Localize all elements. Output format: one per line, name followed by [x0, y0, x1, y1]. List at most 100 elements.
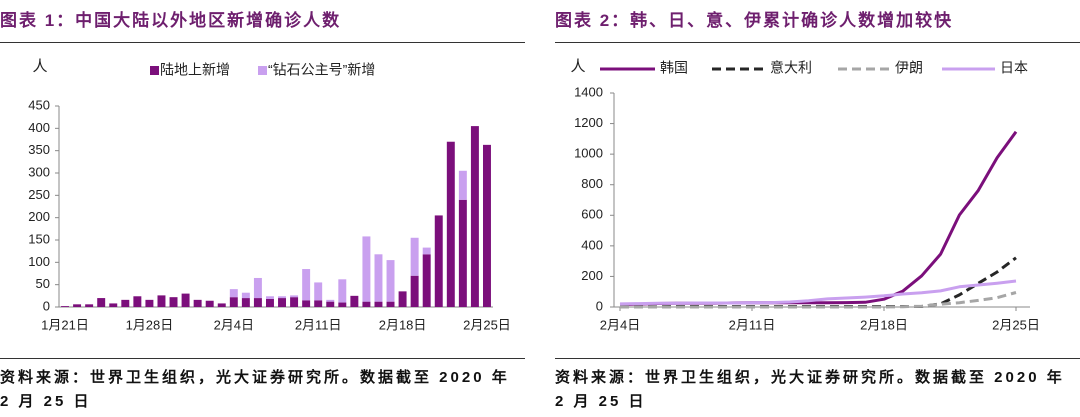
bar	[217, 303, 226, 307]
y-tick-label: 250	[28, 187, 50, 202]
bar	[482, 144, 491, 307]
x-tick-label: 1月21日	[41, 317, 89, 332]
bar	[241, 292, 250, 299]
bar	[386, 301, 395, 307]
legend-label: “钻石公主号”新增	[268, 62, 375, 78]
y-tick-label: 1400	[574, 84, 603, 99]
y-tick-label: 1000	[574, 146, 603, 161]
y-tick-label: 1200	[574, 115, 603, 130]
legend-label: 意大利	[770, 60, 812, 76]
bar	[338, 302, 347, 307]
y-tick-label: 0	[596, 298, 603, 313]
x-tick-label: 1月28日	[126, 317, 174, 332]
y-tick-label: 300	[28, 164, 50, 179]
chart-title: 图表 1：中国大陆以外地区新增确诊人数	[0, 11, 342, 30]
y-tick-label: 200	[581, 268, 603, 283]
line	[619, 279, 1017, 306]
chart: 人 0 50 100 150 200 250 300 350 400 450 1月21日 1月28日 2月…	[28, 58, 511, 332]
legend-label: 伊朗	[895, 60, 923, 76]
line	[619, 130, 1018, 307]
bar	[422, 254, 431, 307]
bar	[253, 298, 262, 307]
bar	[157, 295, 166, 307]
bar	[121, 299, 130, 307]
bar	[181, 293, 190, 307]
x-tick-label: 2月18日	[379, 317, 427, 332]
y-axis-label: 人	[32, 58, 47, 75]
y-tick-label: 400	[28, 120, 50, 135]
legend-label: 陆地上新增	[160, 62, 230, 78]
legend-label: 日本	[1000, 60, 1028, 76]
y-tick-label: 100	[28, 254, 50, 269]
chart: 人 0 200 400 600 800 1000 1200 1400 2月4日 2月11日 2月18日…	[570, 58, 1040, 332]
bar	[133, 296, 142, 307]
y-tick-label: 600	[581, 207, 603, 222]
x-tick-label: 2月11日	[729, 317, 776, 332]
bar	[145, 299, 154, 307]
bar	[229, 297, 238, 307]
bar	[265, 298, 274, 307]
bar	[362, 301, 371, 307]
bar	[302, 269, 311, 301]
bar	[458, 170, 467, 200]
rule	[0, 358, 525, 359]
source: 资料来源：世界卫生组织，光大证券研究所。数据截至 2020 年 2 月 25 日	[0, 369, 510, 410]
y-tick-label: 50	[36, 276, 50, 291]
x-tick-label: 2月25日	[992, 317, 1040, 332]
bar	[85, 304, 94, 307]
bar	[386, 260, 395, 302]
bar	[374, 301, 383, 307]
bar	[290, 297, 299, 307]
bar	[314, 300, 323, 307]
rule	[555, 358, 1080, 359]
legend-swatch	[150, 66, 159, 75]
bar	[314, 282, 323, 301]
bar	[338, 279, 347, 303]
panel: 图表 2：韩、日、意、伊累计确诊人数增加较快 人 0 200 400 600 800 100…	[555, 0, 1080, 417]
bar	[61, 306, 70, 307]
y-tick-label: 150	[28, 231, 50, 246]
bar	[302, 300, 311, 307]
bar	[446, 141, 455, 307]
panel: 图表 1：中国大陆以外地区新增确诊人数 人 0 50 100 150 200 250 300 3…	[0, 0, 525, 417]
x-tick-label: 2月4日	[214, 317, 254, 332]
bar	[398, 291, 407, 307]
bar	[241, 298, 250, 307]
source: 资料来源：世界卫生组织，光大证券研究所。数据截至 2020 年 2 月 25 日	[555, 369, 1065, 410]
legend-swatch	[258, 66, 267, 75]
y-tick-label: 400	[581, 237, 603, 252]
bar	[205, 300, 214, 307]
y-tick-label: 0	[43, 298, 50, 313]
bar	[290, 295, 299, 298]
x-tick-label: 2月25日	[463, 317, 511, 332]
y-tick-label: 800	[581, 176, 603, 191]
bar	[410, 275, 419, 307]
x-tick-label: 2月11日	[295, 317, 342, 332]
bar	[73, 304, 82, 307]
x-tick-label: 2月18日	[860, 317, 908, 332]
y-axis-label: 人	[570, 58, 585, 75]
legend-label: 韩国	[660, 60, 688, 76]
bar	[193, 299, 202, 307]
rule	[555, 42, 1080, 43]
rule	[0, 42, 525, 43]
y-tick-label: 200	[28, 209, 50, 224]
bar	[109, 303, 118, 307]
bar	[350, 295, 359, 307]
bar	[169, 297, 178, 307]
bar	[410, 237, 419, 276]
bar	[97, 298, 106, 307]
bar	[278, 296, 287, 299]
x-tick-label: 2月4日	[600, 317, 640, 332]
y-tick-label: 450	[28, 97, 50, 112]
bar	[229, 289, 238, 298]
bar	[470, 126, 479, 307]
bar	[253, 277, 262, 299]
line	[620, 291, 1017, 309]
bar	[422, 247, 431, 255]
bar	[265, 296, 274, 299]
bar	[326, 299, 335, 302]
y-tick-label: 350	[28, 142, 50, 157]
bar	[458, 199, 467, 307]
bar	[326, 301, 335, 307]
